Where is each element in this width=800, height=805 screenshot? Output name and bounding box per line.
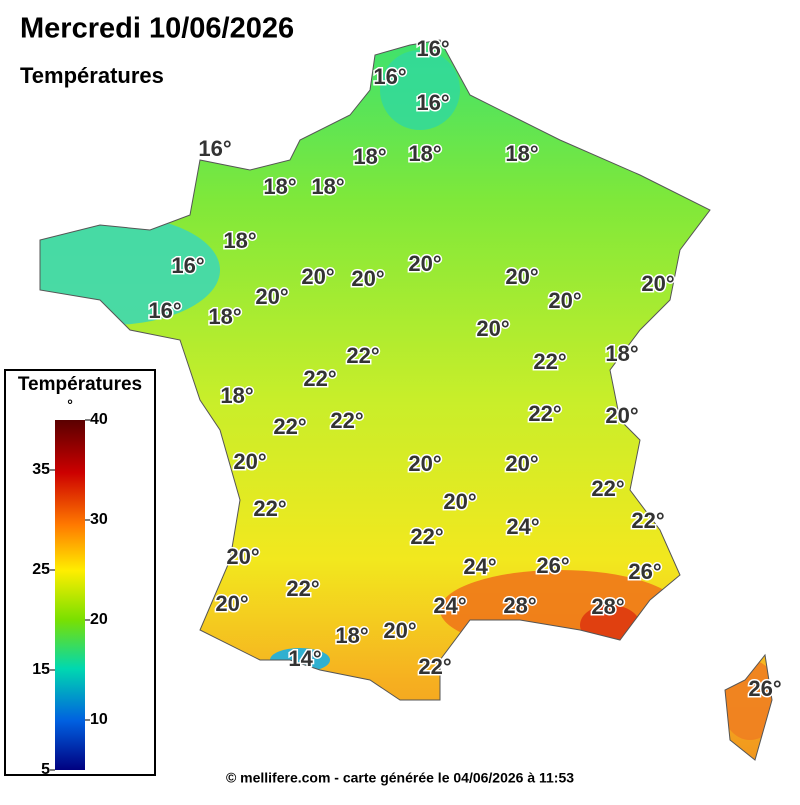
- temperature-label: 20°: [383, 618, 416, 643]
- temperature-label: 18°: [223, 228, 256, 253]
- temperature-label: 24°: [463, 554, 496, 579]
- temperature-label: 18°: [208, 304, 241, 329]
- temperature-label: 18°: [220, 383, 253, 408]
- temperature-label: 22°: [533, 349, 566, 374]
- legend-tick-label: 30: [90, 511, 108, 528]
- temperature-label: 26°: [536, 553, 569, 578]
- temperature-label: 16°: [198, 136, 231, 161]
- temperature-label: 20°: [215, 591, 248, 616]
- temperature-label: 24°: [506, 514, 539, 539]
- legend-tick-label: 10: [90, 711, 108, 728]
- temperature-label: 22°: [631, 508, 664, 533]
- legend-tick-label: 40: [90, 411, 108, 428]
- temperature-label: 22°: [303, 366, 336, 391]
- temperature-label: 18°: [605, 341, 638, 366]
- temperature-label: 22°: [286, 576, 319, 601]
- temperature-label: 26°: [748, 676, 781, 701]
- temperature-label: 20°: [301, 264, 334, 289]
- temperature-label: 18°: [408, 141, 441, 166]
- temperature-label: 26°: [628, 559, 661, 584]
- legend-tick-label: 15: [32, 661, 50, 678]
- temperature-label: 22°: [591, 476, 624, 501]
- temperature-label: 28°: [591, 594, 624, 619]
- subtitle: Températures: [20, 63, 164, 88]
- title: Mercredi 10/06/2026: [20, 13, 294, 45]
- temperature-label: 22°: [418, 654, 451, 679]
- legend-tick-label: 20: [90, 611, 108, 628]
- temperature-label: 16°: [416, 90, 449, 115]
- temperature-label: 22°: [253, 496, 286, 521]
- temperature-label: 20°: [443, 489, 476, 514]
- temperature-label: 28°: [503, 593, 536, 618]
- footer: © mellifere.com - carte générée le 04/06…: [226, 770, 574, 786]
- temperature-label: 20°: [255, 284, 288, 309]
- legend-tick-label: 5: [41, 761, 50, 778]
- temperature-label: 22°: [346, 343, 379, 368]
- color-bar: [55, 420, 85, 770]
- legend-title: Températures: [18, 374, 142, 395]
- temperature-label: 18°: [335, 623, 368, 648]
- temperature-label: 18°: [311, 174, 344, 199]
- legend-tick-label: 35: [32, 461, 50, 478]
- legend-unit: °: [67, 397, 73, 413]
- temperature-label: 20°: [476, 316, 509, 341]
- temperature-label: 24°: [433, 593, 466, 618]
- temperature-label: 14°: [288, 646, 321, 671]
- temperature-label: 20°: [233, 449, 266, 474]
- temperature-label: 16°: [171, 253, 204, 278]
- temperature-label: 16°: [373, 64, 406, 89]
- temperature-label: 20°: [641, 271, 674, 296]
- temperature-label: 20°: [605, 403, 638, 428]
- temperature-label: 18°: [353, 144, 386, 169]
- temperature-label: 16°: [416, 36, 449, 61]
- temperature-label: 22°: [528, 401, 561, 426]
- temperature-label: 20°: [408, 451, 441, 476]
- temperature-label: 20°: [505, 264, 538, 289]
- temperature-label: 22°: [410, 524, 443, 549]
- temperature-label: 20°: [351, 266, 384, 291]
- temperature-label: 18°: [505, 141, 538, 166]
- legend-tick-label: 25: [32, 561, 50, 578]
- temperature-label: 20°: [505, 451, 538, 476]
- temperature-label: 20°: [408, 251, 441, 276]
- temperature-label: 22°: [330, 408, 363, 433]
- temperature-label: 22°: [273, 414, 306, 439]
- temperature-label: 20°: [548, 288, 581, 313]
- temperature-label: 20°: [226, 544, 259, 569]
- temperature-label: 18°: [263, 174, 296, 199]
- temperature-label: 16°: [148, 298, 181, 323]
